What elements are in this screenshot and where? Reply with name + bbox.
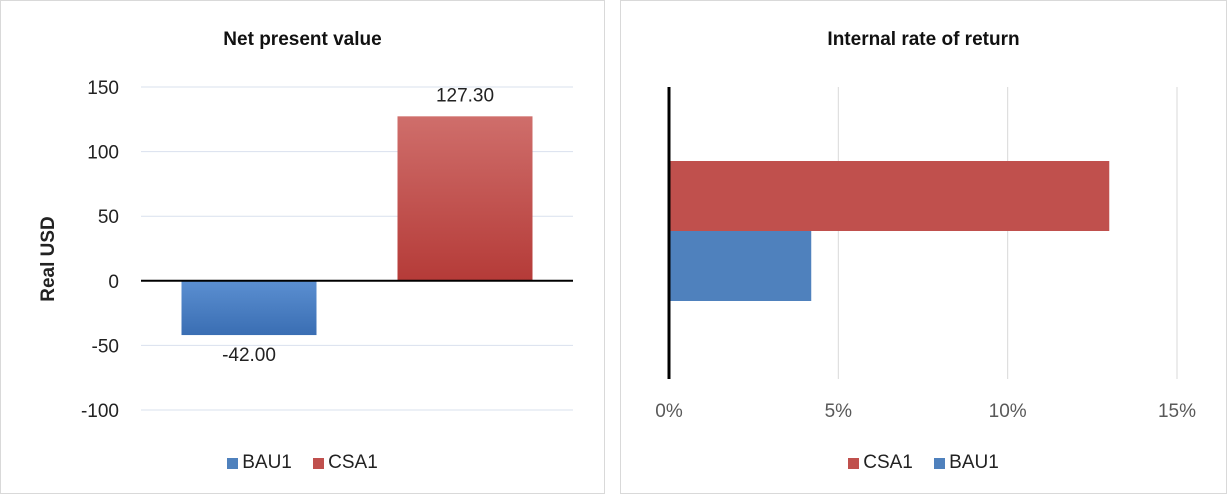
y-tick-label: 0	[108, 272, 119, 293]
npv-legend-item-csa1: CSA1	[313, 452, 378, 474]
x-tick-label: 5%	[825, 401, 853, 422]
bar-csa1	[397, 116, 533, 281]
npv-chart-panel: Net present value Real USD 150 100 50 0 -50-…	[0, 0, 605, 494]
x-tick-label: 0%	[655, 401, 683, 422]
bar-bau1	[669, 231, 812, 301]
x-tick-label: 15%	[1158, 401, 1196, 422]
irr-chart-title: Internal rate of return	[827, 29, 1020, 50]
irr-legend: CSA1 BAU1	[621, 452, 1226, 475]
legend-label-csa1: CSA1	[328, 452, 378, 473]
legend-swatch-bau1	[227, 457, 239, 469]
y-tick-label: -100	[81, 401, 119, 422]
irr-legend-item-csa1: CSA1	[848, 452, 913, 474]
npv-legend: BAU1 CSA1	[1, 452, 604, 475]
data-label-bau1: -42.00	[222, 345, 276, 366]
npv-legend-item-bau1: BAU1	[227, 452, 292, 474]
bar-csa1	[669, 161, 1110, 231]
y-tick-label: 50	[98, 207, 119, 228]
data-label-csa1: 127.30	[436, 85, 494, 106]
irr-plot: 0% 5% 10% 15%	[655, 87, 1196, 422]
legend-swatch-bau1	[934, 457, 946, 469]
irr-legend-item-bau1: BAU1	[934, 452, 999, 474]
legend-swatch-csa1	[848, 457, 860, 469]
y-tick-label: -50	[92, 336, 119, 357]
legend-label-csa1: CSA1	[863, 452, 913, 473]
legend-swatch-csa1	[313, 457, 325, 469]
x-tick-label: 10%	[989, 401, 1027, 422]
bar-bau1	[181, 280, 317, 336]
legend-label-bau1: BAU1	[949, 452, 999, 473]
y-tick-label: 150	[87, 78, 119, 99]
npv-chart-title: Net present value	[223, 29, 382, 50]
y-tick-label: 100	[87, 143, 119, 164]
legend-label-bau1: BAU1	[242, 452, 292, 473]
irr-chart-panel: Internal rate of return 0% 5% 10% 15% CSA1 …	[620, 0, 1227, 494]
npv-plot: 150 100 50 0 -50 -100 -42.00 127.30	[81, 78, 573, 422]
